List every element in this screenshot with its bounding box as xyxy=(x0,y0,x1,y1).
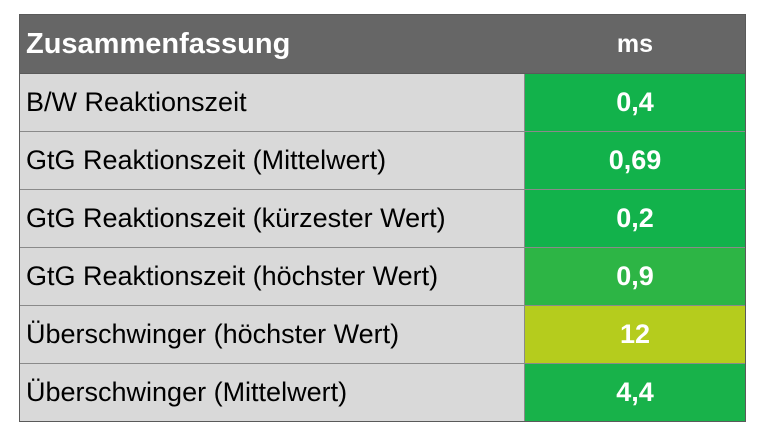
row-label: B/W Reaktionszeit xyxy=(20,74,525,131)
row-value: 12 xyxy=(525,306,745,363)
table-title: Zusammenfassung xyxy=(26,27,291,60)
table-row: B/W Reaktionszeit 0,4 xyxy=(20,74,745,131)
table-row: GtG Reaktionszeit (höchster Wert) 0,9 xyxy=(20,247,745,305)
table-row: Überschwinger (höchster Wert) 12 xyxy=(20,305,745,363)
table-body: B/W Reaktionszeit 0,4 GtG Reaktionszeit … xyxy=(20,74,745,421)
row-label: GtG Reaktionszeit (höchster Wert) xyxy=(20,248,525,305)
row-value: 0,9 xyxy=(525,248,745,305)
row-value: 0,69 xyxy=(525,132,745,189)
unit-header: ms xyxy=(616,29,654,58)
row-label: Überschwinger (Mittelwert) xyxy=(20,364,525,421)
row-value: 0,4 xyxy=(525,74,745,131)
row-value: 4,4 xyxy=(525,364,745,421)
row-label: GtG Reaktionszeit (Mittelwert) xyxy=(20,132,525,189)
table-row: GtG Reaktionszeit (Mittelwert) 0,69 xyxy=(20,131,745,189)
table-header: Zusammenfassung ms xyxy=(20,15,745,74)
row-label: GtG Reaktionszeit (kürzester Wert) xyxy=(20,190,525,247)
table-row: Überschwinger (Mittelwert) 4,4 xyxy=(20,363,745,421)
summary-table: Zusammenfassung ms B/W Reaktionszeit 0,4… xyxy=(19,14,746,422)
table-row: GtG Reaktionszeit (kürzester Wert) 0,2 xyxy=(20,189,745,247)
row-value: 0,2 xyxy=(525,190,745,247)
row-label: Überschwinger (höchster Wert) xyxy=(20,306,525,363)
